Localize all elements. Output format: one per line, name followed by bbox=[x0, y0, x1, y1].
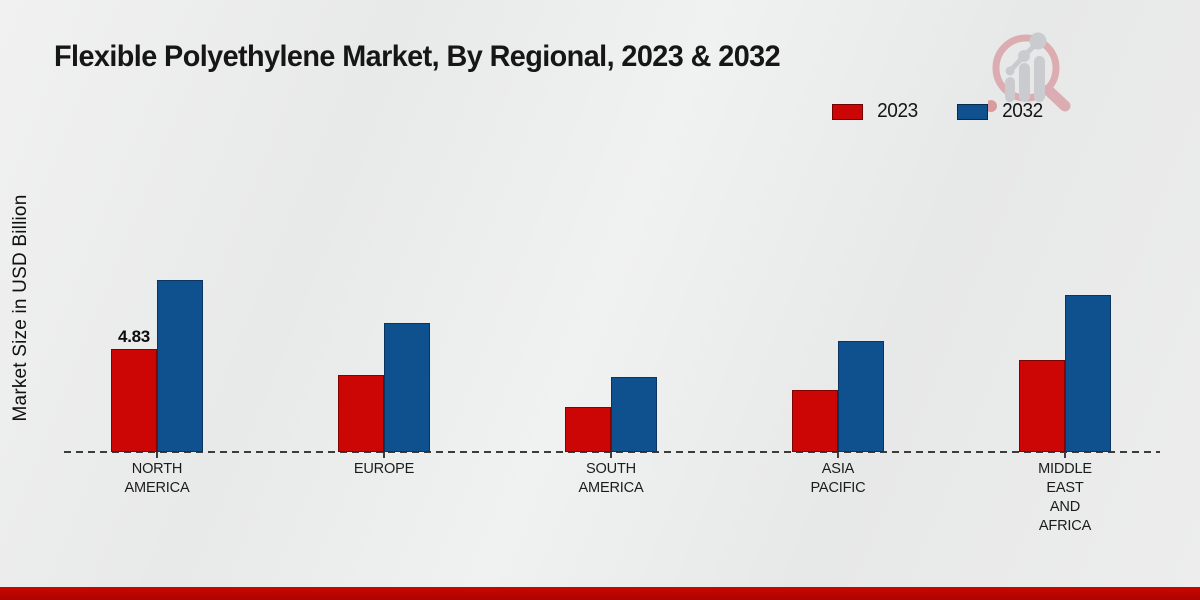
category-label-europe: EUROPE bbox=[353, 460, 415, 477]
legend-label-2023: 2023 bbox=[877, 100, 919, 122]
x-axis-tick-middle-east-and-africa bbox=[1064, 452, 1066, 458]
bar-2023-middle-east-and-africa bbox=[1019, 360, 1065, 452]
legend-item-2023: 2023 bbox=[832, 100, 919, 123]
legend-swatch-2032 bbox=[957, 103, 989, 120]
bar-2023-asia-pacific bbox=[792, 390, 838, 452]
bar-2023-south-america bbox=[565, 407, 611, 452]
legend-label-2032: 2032 bbox=[1002, 100, 1043, 122]
bar-2032-middle-east-and-africa bbox=[1065, 295, 1111, 452]
logo-point-1 bbox=[1005, 66, 1015, 76]
bar-2032-asia-pacific bbox=[838, 341, 884, 452]
bar-2032-north-america bbox=[157, 280, 203, 452]
category-label-middle-east-and-africa: MIDDLE EAST AND AFRICA bbox=[1038, 460, 1092, 534]
bar-2023-north-america bbox=[111, 349, 157, 452]
value-label-2023-north-america: 4.83 bbox=[118, 327, 150, 346]
bar-2023-europe bbox=[338, 375, 384, 452]
bar-2032-europe bbox=[384, 323, 430, 452]
logo-watermark bbox=[988, 32, 1071, 112]
category-label-north-america: NORTH AMERICA bbox=[124, 460, 190, 496]
x-axis-baseline bbox=[64, 451, 1160, 453]
x-axis-tick-south-america bbox=[610, 452, 612, 458]
x-axis-tick-north-america bbox=[156, 452, 158, 458]
category-label-asia-pacific: ASIA PACIFIC bbox=[810, 460, 866, 496]
chart-title: Flexible Polyethylene Market, By Regiona… bbox=[54, 40, 781, 73]
logo-dot-red bbox=[988, 100, 997, 112]
logo-point-2 bbox=[1018, 50, 1030, 62]
bottom-accent-strip bbox=[0, 587, 1200, 600]
bar-2032-south-america bbox=[611, 377, 657, 452]
logo-point-3 bbox=[1029, 32, 1047, 50]
logo-bars bbox=[1005, 56, 1045, 102]
legend: 2023 2032 bbox=[832, 100, 1044, 123]
legend-swatch-2023 bbox=[832, 103, 864, 120]
logo-handle bbox=[1042, 84, 1071, 112]
x-axis-tick-asia-pacific bbox=[837, 452, 839, 458]
legend-item-2032: 2032 bbox=[957, 100, 1044, 123]
category-label-south-america: SOUTH AMERICA bbox=[578, 460, 644, 496]
x-axis-tick-europe bbox=[383, 452, 385, 458]
